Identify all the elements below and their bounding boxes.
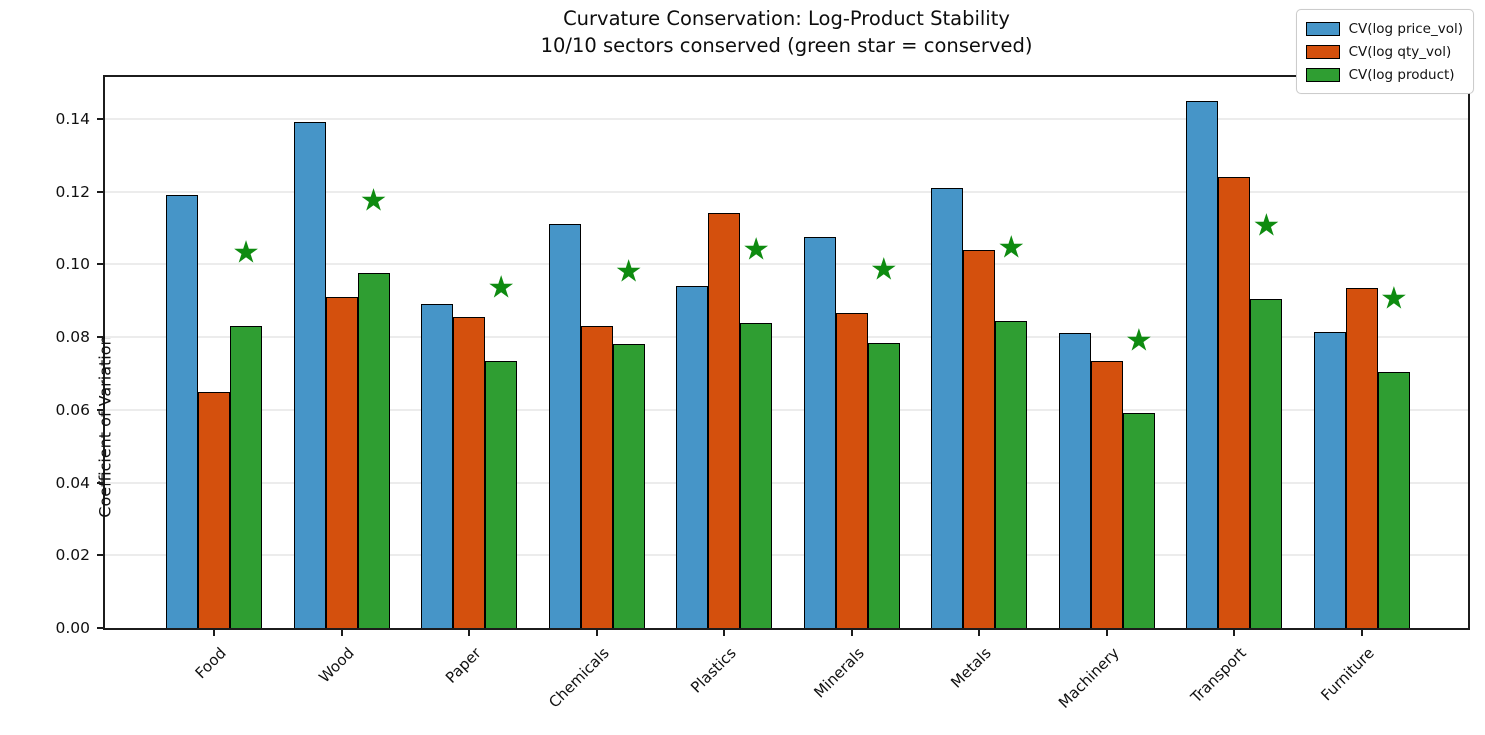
gridline-y-0.02 xyxy=(105,554,1468,557)
x-tick-paper xyxy=(468,630,471,636)
y-tick-0.02 xyxy=(97,554,103,557)
bar-paper-qty-vol xyxy=(453,317,486,628)
gridline-y-0.10 xyxy=(105,263,1468,266)
bar-chemicals-price-vol xyxy=(548,224,581,628)
x-tick-machinery xyxy=(1105,630,1108,636)
x-tick-metals xyxy=(978,630,981,636)
x-tick-furniture xyxy=(1360,630,1363,636)
conserved-star-icon-minerals: ★ xyxy=(869,251,898,288)
legend-item-qty-vol: CV(log qty_vol) xyxy=(1305,40,1463,63)
legend-label: CV(log qty_vol) xyxy=(1348,43,1452,60)
bar-transport-qty-vol xyxy=(1218,177,1251,628)
y-tick-0.14 xyxy=(97,117,103,120)
x-tick-wood xyxy=(340,630,343,636)
x-tick-food xyxy=(213,630,215,636)
y-tick-0.00 xyxy=(97,627,103,629)
legend-swatch-icon xyxy=(1305,21,1340,36)
conserved-star-icon-food: ★ xyxy=(232,234,260,271)
y-tick-label-0.04: 0.04 xyxy=(55,473,90,492)
gridline-y-0.14 xyxy=(105,117,1468,120)
conserved-star-icon-wood: ★ xyxy=(359,182,388,219)
bar-metals-price-vol xyxy=(931,187,964,628)
y-tick-0.12 xyxy=(97,190,103,193)
y-axis-label: Coefficient of Variation xyxy=(95,335,115,518)
gridline-y-0.08 xyxy=(105,336,1468,339)
legend: CV(log price_vol) CV(log qty_vol) CV(log p… xyxy=(1295,9,1474,94)
bar-paper-price-vol xyxy=(421,304,454,628)
gridline-y-0.06 xyxy=(105,408,1468,411)
bar-furniture-qty-vol xyxy=(1345,287,1378,628)
bar-machinery-price-vol xyxy=(1058,333,1091,628)
bar-plastics-qty-vol xyxy=(708,213,741,628)
legend-swatch-icon xyxy=(1305,67,1340,82)
y-tick-label-0.12: 0.12 xyxy=(55,182,90,201)
x-tick-transport xyxy=(1233,630,1236,636)
gridline-y-0.12 xyxy=(105,190,1468,193)
bar-transport-product xyxy=(1250,298,1283,628)
chart-subtitle: 10/10 sectors conserved (green star = co… xyxy=(540,33,1033,57)
bar-wood-price-vol xyxy=(293,122,326,628)
x-tick-plastics xyxy=(723,630,726,636)
legend-swatch-icon xyxy=(1305,44,1340,59)
bar-chemicals-product xyxy=(612,344,645,628)
y-tick-label-0.02: 0.02 xyxy=(55,546,90,565)
bar-metals-product xyxy=(995,320,1028,628)
conserved-star-icon-chemicals: ★ xyxy=(614,253,643,290)
bar-paper-product xyxy=(485,360,518,628)
bar-wood-product xyxy=(357,273,390,628)
bar-minerals-price-vol xyxy=(803,237,836,628)
bar-food-qty-vol xyxy=(198,391,230,628)
bar-machinery-product xyxy=(1122,413,1155,628)
conserved-star-icon-machinery: ★ xyxy=(1124,322,1153,359)
bar-furniture-product xyxy=(1377,371,1410,628)
y-tick-0.10 xyxy=(97,263,103,266)
conserved-star-icon-metals: ★ xyxy=(997,229,1026,266)
legend-item-price-vol: CV(log price_vol) xyxy=(1305,17,1463,40)
bar-minerals-qty-vol xyxy=(835,313,868,628)
bar-machinery-qty-vol xyxy=(1090,360,1123,628)
conserved-star-icon-transport: ★ xyxy=(1252,207,1281,244)
legend-label: CV(log product) xyxy=(1348,66,1455,83)
y-tick-label-0.14: 0.14 xyxy=(55,109,90,128)
conserved-star-icon-plastics: ★ xyxy=(742,231,771,268)
bar-transport-price-vol xyxy=(1186,100,1219,628)
legend-item-product: CV(log product) xyxy=(1305,63,1463,86)
bar-metals-qty-vol xyxy=(963,249,996,628)
chart-title: Curvature Conservation: Log-Product Stab… xyxy=(563,7,1010,30)
y-tick-0.04 xyxy=(97,481,103,484)
bar-minerals-product xyxy=(867,342,900,628)
chart-title-block: Curvature Conservation: Log-Product Stab… xyxy=(103,6,1470,60)
plot-area: Coefficient of Variation 0.00 0.02 0.04 0.0… xyxy=(55,75,1470,712)
bar-furniture-price-vol xyxy=(1313,331,1346,628)
y-tick-label-0.06: 0.06 xyxy=(55,400,90,419)
legend-label: CV(log price_vol) xyxy=(1348,20,1463,37)
y-tick-label-0.10: 0.10 xyxy=(55,255,90,274)
conserved-star-icon-furniture: ★ xyxy=(1380,280,1408,317)
bar-plastics-product xyxy=(740,322,773,628)
y-tick-0.08 xyxy=(97,336,103,339)
bar-wood-qty-vol xyxy=(325,297,358,628)
y-tick-label-0.08: 0.08 xyxy=(55,328,90,347)
bar-food-price-vol xyxy=(166,195,198,628)
x-tick-chemicals xyxy=(595,630,598,636)
bar-plastics-price-vol xyxy=(676,286,709,628)
conserved-star-icon-paper: ★ xyxy=(487,269,515,306)
y-tick-0.06 xyxy=(97,408,103,411)
gridline-y-0.04 xyxy=(105,481,1468,484)
bar-chemicals-qty-vol xyxy=(580,326,613,628)
x-tick-minerals xyxy=(850,630,853,636)
y-tick-label-0.00: 0.00 xyxy=(55,619,90,637)
bar-food-product xyxy=(230,326,262,628)
